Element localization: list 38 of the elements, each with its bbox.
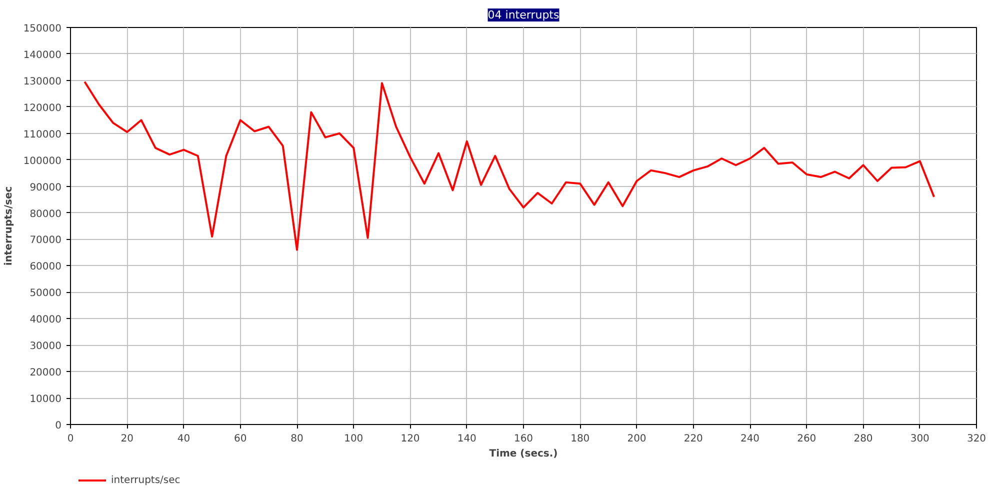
x-tick-label: 320: [966, 434, 986, 444]
y-tick-label: 70000: [30, 235, 62, 246]
y-tick-label: 100000: [23, 156, 62, 167]
y-tick-label: 20000: [30, 368, 62, 379]
line-series: [84, 80, 936, 251]
x-tick-label: 240: [740, 434, 760, 444]
x-tick-label: 260: [797, 434, 816, 444]
y-tick-label: 40000: [30, 314, 62, 326]
x-tick-label: 160: [514, 434, 534, 444]
y-tick-label: 50000: [30, 288, 62, 300]
y-tick-label: 150000: [23, 24, 62, 34]
x-tick-label: 40: [177, 434, 190, 444]
x-tick-label: 60: [234, 434, 247, 444]
x-axis-title: Time (secs.): [489, 448, 558, 460]
y-tick-label: 0: [55, 420, 62, 432]
y-tick-label: 80000: [30, 208, 62, 220]
x-tick-label: 300: [910, 434, 930, 444]
x-tick-label: 120: [400, 434, 420, 444]
x-tick-label: 20: [120, 434, 134, 444]
x-tick-label: 200: [627, 434, 646, 444]
x-tick-label: 140: [457, 434, 476, 444]
y-tick-label: 130000: [23, 76, 62, 88]
chart-title: 04 interrupts: [488, 8, 560, 22]
x-tick-label: 180: [570, 434, 590, 444]
x-tick-label: 80: [290, 434, 304, 444]
x-tick-label: 100: [344, 434, 364, 444]
y-tick-label: 120000: [23, 102, 62, 114]
y-tick-label: 110000: [23, 129, 62, 140]
x-tick-label: 280: [854, 434, 873, 444]
y-tick-label: 90000: [30, 182, 62, 194]
y-axis-title: interrupts/sec: [3, 186, 14, 266]
y-tick-label: 140000: [23, 50, 62, 61]
legend-label: interrupts/sec: [111, 474, 180, 486]
x-tick-label: 0: [67, 434, 74, 444]
y-tick-label: 60000: [30, 262, 62, 273]
x-tick-label: 220: [684, 434, 703, 444]
y-tick-label: 30000: [30, 341, 62, 352]
y-tick-label: 10000: [30, 394, 62, 406]
